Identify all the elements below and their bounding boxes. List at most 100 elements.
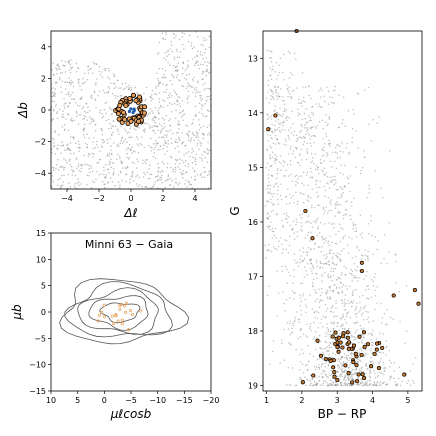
- field-star: [167, 130, 169, 132]
- field-star: [268, 243, 270, 246]
- field-star: [103, 183, 106, 185]
- field-star: [379, 381, 382, 383]
- field-star: [362, 319, 365, 321]
- field-star: [329, 142, 331, 144]
- field-star: [269, 188, 271, 190]
- field-star: [167, 61, 169, 64]
- field-star: [277, 74, 279, 77]
- field-star: [344, 164, 346, 167]
- field-star: [316, 383, 318, 386]
- field-star: [309, 167, 312, 170]
- field-star: [100, 173, 102, 175]
- field-star: [302, 86, 304, 88]
- field-star: [399, 384, 402, 387]
- field-star: [329, 298, 331, 300]
- field-star: [338, 211, 340, 213]
- field-star: [63, 98, 65, 100]
- field-star: [351, 280, 353, 283]
- cmd-member: [372, 351, 377, 356]
- field-star: [383, 258, 385, 260]
- field-star: [329, 180, 332, 182]
- field-star: [335, 255, 338, 257]
- field-star: [333, 183, 336, 186]
- field-star: [373, 276, 376, 278]
- field-star: [297, 162, 300, 164]
- field-star: [195, 31, 197, 33]
- field-star: [177, 166, 179, 168]
- field-star: [80, 114, 82, 116]
- field-star: [337, 252, 339, 254]
- field-star: [355, 255, 357, 258]
- field-star: [77, 146, 79, 149]
- field-star: [293, 253, 296, 256]
- field-star: [382, 352, 385, 354]
- field-star: [275, 61, 278, 64]
- field-star: [275, 137, 278, 140]
- field-star: [276, 198, 279, 201]
- field-star: [329, 285, 332, 287]
- field-star: [306, 336, 309, 338]
- field-star: [52, 137, 54, 140]
- field-star: [355, 130, 357, 132]
- field-star: [352, 289, 355, 292]
- field-star: [299, 376, 301, 379]
- field-star: [67, 62, 70, 64]
- field-star: [359, 360, 362, 363]
- field-star: [178, 138, 180, 140]
- field-star: [346, 361, 348, 363]
- field-star: [311, 308, 314, 311]
- field-star: [388, 359, 391, 362]
- field-star: [323, 213, 325, 215]
- field-star: [178, 123, 181, 126]
- field-star: [107, 90, 110, 93]
- field-star: [352, 302, 354, 304]
- field-star: [367, 259, 369, 262]
- field-star: [133, 180, 135, 182]
- field-star: [355, 338, 357, 341]
- field-star: [179, 162, 181, 165]
- field-star: [270, 89, 273, 91]
- field-star: [337, 126, 339, 129]
- y-tick-label: 15: [36, 229, 46, 238]
- field-star: [193, 139, 195, 142]
- field-star: [354, 230, 356, 233]
- field-star: [369, 332, 372, 335]
- field-star: [329, 160, 332, 163]
- field-star: [204, 48, 207, 51]
- field-star: [175, 138, 177, 141]
- field-star: [151, 119, 154, 121]
- field-star: [282, 124, 284, 127]
- field-star: [125, 148, 128, 151]
- field-star: [295, 223, 297, 226]
- field-star: [318, 246, 321, 248]
- field-star: [406, 382, 408, 384]
- field-star: [61, 115, 63, 118]
- pm-member: [100, 310, 104, 314]
- field-star: [279, 131, 282, 133]
- field-star: [351, 293, 354, 296]
- field-star: [318, 334, 321, 337]
- field-star: [269, 67, 271, 69]
- field-star: [315, 221, 317, 224]
- field-star: [81, 96, 83, 99]
- field-star: [198, 129, 201, 131]
- field-star: [286, 163, 289, 166]
- field-star: [200, 108, 203, 110]
- field-star: [325, 347, 327, 350]
- field-star: [314, 300, 317, 303]
- field-star: [187, 41, 190, 43]
- field-star: [187, 101, 189, 104]
- field-star: [306, 148, 308, 150]
- field-star: [174, 171, 177, 173]
- field-star: [297, 114, 299, 117]
- field-star: [73, 138, 75, 140]
- field-star: [185, 179, 187, 181]
- field-star: [110, 127, 113, 129]
- field-star: [56, 147, 58, 150]
- field-star: [199, 97, 202, 99]
- field-star: [314, 168, 317, 171]
- field-star: [116, 79, 119, 82]
- field-star: [361, 232, 363, 234]
- field-star: [304, 221, 307, 224]
- field-star: [78, 181, 80, 183]
